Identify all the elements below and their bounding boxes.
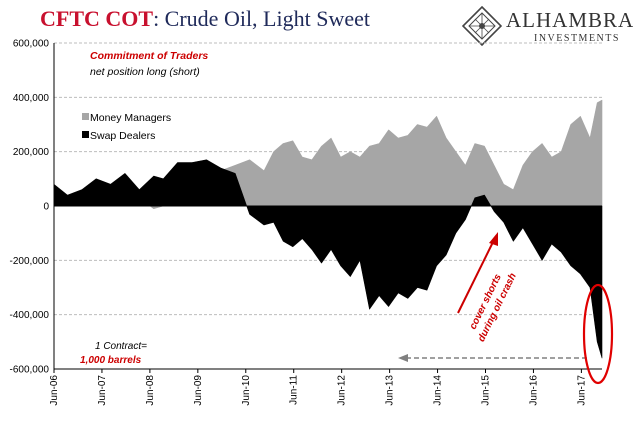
legend-label-swap-dealers: Swap Dealers xyxy=(90,130,155,142)
title-suffix: : Crude Oil, Light Sweet xyxy=(153,6,370,31)
y-tick-label: 200,000 xyxy=(13,147,50,158)
y-tick-label: 600,000 xyxy=(13,39,50,50)
alhambra-logo: ALHAMBRA INVESTMENTS xyxy=(461,5,637,48)
annotation-subtitle: net position long (short) xyxy=(90,66,200,78)
x-tick-label: Jun-14 xyxy=(433,375,444,406)
y-tick-label: 400,000 xyxy=(13,93,50,104)
highlight-ellipse xyxy=(582,283,614,385)
x-tick-label: Jun-09 xyxy=(193,375,204,406)
x-tick-label: Jun-12 xyxy=(337,375,348,406)
contract-note-line1: 1 Contract= xyxy=(95,341,147,352)
area-swap-dealers xyxy=(53,159,603,359)
chart-title: CFTC COT: Crude Oil, Light Sweet xyxy=(40,6,370,32)
y-tick-label: 0 xyxy=(43,202,49,213)
legend-label-money-managers: Money Managers xyxy=(90,112,171,124)
contract-note-line2: 1,000 barrels xyxy=(80,355,142,366)
y-tick-label: -400,000 xyxy=(10,310,50,321)
x-axis: Jun-06 Jun-07 Jun-08 Jun-09 Jun-10 Jun-11 Jun-… xyxy=(49,368,602,406)
y-tick-label: -200,000 xyxy=(10,256,50,267)
legend-swatch-money-managers xyxy=(82,113,89,120)
logo-name: ALHAMBRA xyxy=(506,8,635,32)
cover-shorts-arrow xyxy=(457,232,498,314)
y-axis: -600,000 -400,000 -200,000 0 200,000 400,000 6… xyxy=(10,39,55,376)
x-tick-label: Jun-06 xyxy=(49,375,60,406)
x-tick-label: Jun-08 xyxy=(145,375,156,406)
x-tick-label: Jun-15 xyxy=(480,375,491,406)
x-tick-label: Jun-10 xyxy=(241,375,252,406)
legend-swatch-swap-dealers xyxy=(82,131,89,138)
logo-diamond-icon xyxy=(461,5,503,47)
annotation-title: Commitment of Traders xyxy=(90,50,208,62)
dashed-arrow xyxy=(398,354,590,362)
cover-shorts-label: cover shorts during oil crash xyxy=(468,271,519,343)
x-tick-label: Jun-16 xyxy=(528,375,539,406)
logo-subtitle: INVESTMENTS xyxy=(534,33,620,44)
y-tick-label: -600,000 xyxy=(10,365,50,376)
legend: Money Managers Swap Dealers xyxy=(82,112,171,142)
x-tick-label: Jun-13 xyxy=(385,375,396,406)
x-tick-label: Jun-17 xyxy=(576,375,587,406)
title-prefix: CFTC COT xyxy=(40,6,154,31)
x-tick-label: Jun-07 xyxy=(97,375,108,406)
x-tick-label: Jun-11 xyxy=(289,375,300,405)
